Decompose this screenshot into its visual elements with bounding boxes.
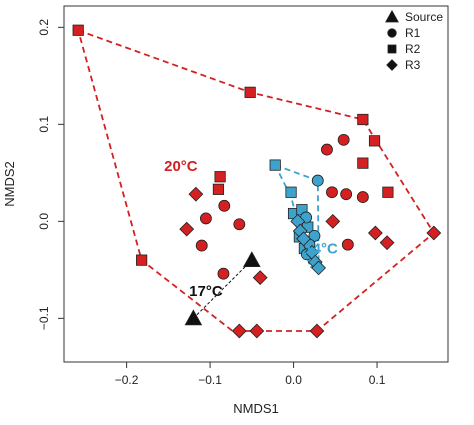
point-g0-square-6 bbox=[214, 171, 226, 183]
point-g0-circle-13 bbox=[356, 191, 369, 204]
legend-label-source: Source bbox=[405, 10, 443, 24]
point-g0-diamond-28 bbox=[231, 323, 247, 339]
data-points bbox=[72, 24, 442, 339]
y-axis-title: NMDS2 bbox=[2, 161, 17, 207]
hull-group-2 bbox=[193, 259, 253, 319]
x-tick-label: −0.1 bbox=[198, 373, 222, 387]
point-g0-diamond-24 bbox=[379, 235, 395, 251]
point-g0-diamond-23 bbox=[367, 225, 383, 241]
y-axis: −0.1 0.0 0.1 0.2 bbox=[37, 19, 64, 330]
point-g0-circle-19 bbox=[341, 238, 354, 251]
point-g0-circle-14 bbox=[218, 199, 231, 212]
point-g0-circle-10 bbox=[337, 133, 350, 146]
point-g0-square-2 bbox=[357, 113, 369, 126]
point-g0-diamond-21 bbox=[179, 221, 195, 237]
legend-label-r1: R1 bbox=[405, 26, 421, 40]
point-g1-square-0 bbox=[269, 159, 281, 171]
y-tick-label: 0.0 bbox=[37, 213, 51, 230]
point-g0-diamond-27 bbox=[309, 323, 325, 339]
x-tick-label: 0.0 bbox=[285, 373, 302, 387]
point-g0-diamond-25 bbox=[426, 225, 442, 241]
point-g1-circle-7 bbox=[311, 174, 324, 187]
point-g0-diamond-29 bbox=[249, 323, 265, 339]
group-hulls bbox=[76, 28, 435, 332]
x-axis: −0.2 −0.1 0.0 0.1 bbox=[115, 362, 386, 387]
legend-label-r2: R2 bbox=[405, 42, 421, 56]
legend-label-r3: R3 bbox=[405, 58, 421, 72]
point-g0-diamond-22 bbox=[325, 213, 341, 229]
legend: Source R1 R2 R3 bbox=[385, 9, 443, 72]
plot-frame bbox=[63, 5, 449, 363]
point-g0-square-0 bbox=[72, 24, 84, 36]
x-axis-title: NMDS1 bbox=[233, 401, 279, 416]
point-g0-square-5 bbox=[382, 186, 394, 198]
point-g2-triangle-1 bbox=[243, 251, 261, 268]
x-tick-label: 0.1 bbox=[369, 373, 386, 387]
legend-circle-icon bbox=[387, 28, 397, 38]
point-g0-circle-16 bbox=[233, 218, 246, 231]
y-tick-label: 0.2 bbox=[37, 19, 51, 36]
y-tick-label: 0.1 bbox=[37, 116, 51, 133]
group-label-2: 17°C bbox=[189, 283, 223, 300]
point-g0-circle-12 bbox=[340, 188, 353, 201]
point-g2-triangle-0 bbox=[184, 309, 203, 326]
point-g0-circle-18 bbox=[217, 267, 230, 280]
legend-square-icon bbox=[387, 44, 397, 54]
legend-diamond-icon bbox=[386, 59, 398, 71]
group-labels: 20°C 14°C 17°C bbox=[164, 158, 338, 300]
point-g1-square-1 bbox=[285, 186, 297, 198]
hull-group-0 bbox=[76, 28, 435, 332]
point-g0-square-4 bbox=[357, 157, 369, 169]
point-g0-circle-9 bbox=[321, 143, 333, 156]
point-g0-square-1 bbox=[244, 86, 256, 98]
point-g0-diamond-20 bbox=[188, 186, 204, 202]
point-g1-circle-9 bbox=[308, 229, 321, 242]
x-tick-label: −0.2 bbox=[115, 373, 139, 387]
point-g0-circle-17 bbox=[195, 239, 208, 252]
point-g0-diamond-26 bbox=[252, 270, 268, 285]
point-g0-circle-15 bbox=[199, 212, 212, 225]
legend-triangle-icon bbox=[385, 9, 399, 23]
y-tick-label: −0.1 bbox=[37, 306, 51, 330]
point-g1-diamond-17 bbox=[311, 260, 326, 276]
point-g0-circle-11 bbox=[326, 186, 338, 199]
group-label-1: 14°C bbox=[304, 240, 338, 257]
point-g0-square-8 bbox=[136, 254, 148, 266]
group-label-0: 20°C bbox=[164, 158, 198, 175]
point-g0-square-7 bbox=[212, 183, 225, 195]
point-g1-diamond-14 bbox=[296, 231, 311, 247]
point-g0-square-3 bbox=[368, 135, 381, 147]
